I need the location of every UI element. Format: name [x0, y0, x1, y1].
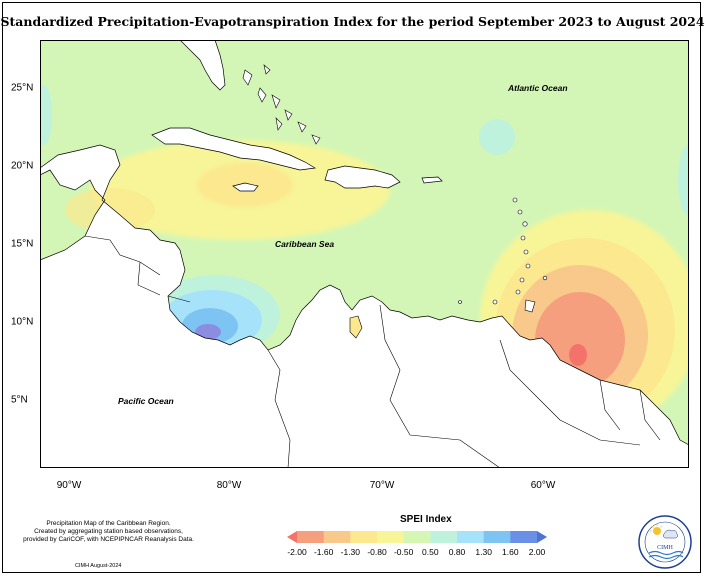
spei-map: Atlantic Ocean Caribbean Sea Pacific Oce… [40, 40, 689, 468]
legend-tick-label: 0.50 [422, 547, 439, 557]
cuba-island [151, 127, 317, 171]
credit-line-1: Precipitation Map of the Caribbean Regio… [46, 520, 171, 527]
legend-swatch [323, 531, 351, 543]
legend-colorbar [287, 531, 547, 543]
legend-title: SPEI Index [400, 514, 452, 525]
legend-arrow-low [287, 531, 297, 543]
lat-label-5n: 5°N [11, 394, 28, 406]
map-title: Standardized Precipitation-Evapotranspir… [0, 14, 705, 29]
wet-anomaly-east-edge [678, 145, 689, 215]
legend-tick-label: -2.00 [287, 547, 307, 557]
credit-date: CIMH August-2024 [75, 563, 122, 569]
dry-anomaly-guianas-core [569, 344, 587, 366]
legend-arrow-high [537, 531, 547, 543]
lat-label-25n: 25°N [11, 82, 34, 94]
florida-landmass [179, 40, 226, 91]
legend-swatch [483, 531, 511, 543]
credit-line-2: Created by aggregating station based obs… [34, 528, 183, 535]
lon-label-80w: 80°W [216, 480, 242, 491]
lat-label-20n: 20°N [11, 160, 34, 172]
lon-label-70w: 70°W [369, 480, 395, 491]
legend-swatch [403, 531, 431, 543]
pacific-ocean-label: Pacific Ocean [118, 396, 174, 406]
legend-swatch [297, 531, 325, 543]
legend-swatch [457, 531, 485, 543]
map-border [40, 40, 689, 468]
wet-anomaly-atlantic [479, 119, 515, 155]
lat-label-10n: 10°N [11, 316, 34, 328]
legend-tick-label: -1.60 [313, 547, 334, 557]
hispaniola-island [324, 165, 401, 189]
puerto-rico-island [421, 176, 443, 184]
lesser-antilles-islands [458, 197, 548, 313]
legend-tick-label: -0.80 [367, 547, 387, 557]
map-credit: Precipitation Map of the Caribbean Regio… [16, 520, 201, 544]
legend-tick-label: 1.30 [475, 547, 492, 557]
wet-anomaly-west-edge [40, 85, 52, 145]
lake-maracaibo [349, 315, 363, 339]
legend-swatch [430, 531, 458, 543]
lon-label-60w: 60°W [530, 480, 556, 491]
legend-tick-label: 1.60 [502, 547, 519, 557]
legend-swatch [350, 531, 378, 543]
cimh-logo-text: CIMH [657, 545, 673, 551]
legend-tick-label: 0.80 [448, 547, 466, 557]
jamaica-island [232, 182, 259, 192]
bahamas-islands [242, 64, 321, 145]
credit-line-3: provided by CariCOF, with NCEPIPNCAR Rea… [23, 536, 194, 543]
cimh-logo-icon: CIMH [638, 515, 692, 569]
legend-swatch [510, 531, 538, 543]
country-borders [84, 235, 661, 468]
legend-tick-label: -0.50 [393, 547, 414, 557]
legend-swatch [377, 531, 405, 543]
legend-tick-label: 2.00 [528, 547, 546, 557]
central-america-landmass [40, 144, 689, 468]
caribbean-sea-label: Caribbean Sea [275, 239, 334, 249]
lon-label-90w: 90°W [56, 480, 82, 491]
atlantic-ocean-label: Atlantic Ocean [507, 83, 568, 93]
legend-tick-label: -1.30 [340, 547, 361, 557]
lat-label-15n: 15°N [11, 238, 34, 250]
